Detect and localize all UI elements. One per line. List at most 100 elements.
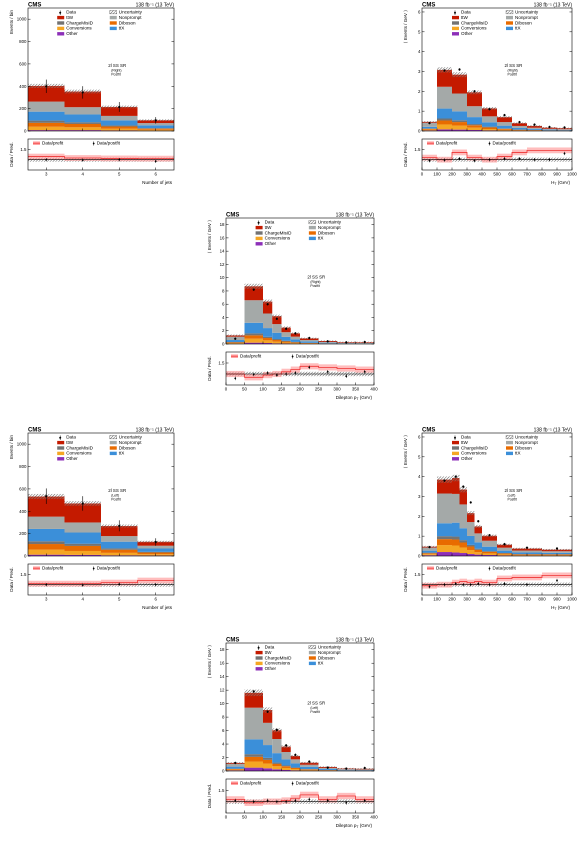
data-point-6 [308, 760, 311, 763]
bar-diboson-0 [422, 128, 437, 130]
bar-chargemisid-1 [244, 333, 263, 336]
y-tick-label-6: 6 [418, 434, 421, 439]
y-tick-label-1: 1 [418, 534, 421, 539]
bar-diboson-3 [272, 340, 282, 342]
bar-conversions-2 [452, 125, 467, 130]
bar-chargemisid-1 [437, 118, 452, 121]
legend-marker-nonprompt [308, 225, 316, 230]
experiment-label: CMS [28, 428, 41, 434]
bar-ttx-1 [244, 739, 263, 755]
x-tick-label-7: 350 [352, 815, 360, 820]
bar-ttx-6 [482, 546, 497, 552]
legend-marker-conversions [255, 661, 263, 666]
region-label: 2l SS SR [505, 63, 523, 68]
bar-nonprompt-5 [290, 336, 300, 340]
bar-other-3 [272, 343, 282, 344]
bar-chargemisid-3 [467, 124, 482, 126]
ratio-y-tick-label-0: 1.5 [414, 572, 421, 577]
legend-marker-chargemisid [452, 446, 459, 450]
x-tick-label-1: 4 [82, 597, 85, 602]
legend-label-ttw: ttW [461, 440, 469, 445]
y-tick-label-0: 0 [222, 769, 225, 774]
ratio-prefit-line [422, 574, 572, 587]
ratio-data-point-1 [81, 584, 84, 586]
legend-label-conversions: Conversions [461, 451, 487, 456]
bar-nonprompt-5 [497, 122, 512, 126]
bar-conversions-0 [226, 343, 245, 344]
ratio-y-axis-label: Data / Pred. [403, 142, 408, 167]
bar-ttw-3 [459, 489, 467, 505]
bar-ttx-7 [527, 128, 542, 130]
ratio-data-point-2 [118, 158, 121, 161]
bar-other-3 [272, 769, 282, 771]
bar-nonprompt-1 [437, 493, 452, 524]
ratio-prefit-line [28, 580, 174, 585]
bar-nonprompt-3 [272, 324, 282, 333]
bar-chargemisid-1 [64, 543, 101, 546]
ratio-y-tick-label-0: 1.5 [20, 572, 27, 577]
bar-ttx-1 [64, 114, 101, 123]
bar-other-2 [452, 552, 460, 556]
y-tick-label-4: 8 [222, 715, 225, 720]
bar-nonprompt-0 [422, 122, 437, 127]
data-point-1 [252, 288, 255, 291]
legend-marker-diboson [109, 21, 117, 25]
main-frame [27, 432, 175, 557]
ratio-data-point-5 [503, 157, 506, 160]
bar-other-1 [244, 342, 263, 344]
uncertainty-band-1 [244, 283, 263, 289]
bar-ttx-3 [137, 125, 174, 129]
ratio-data-point-2 [454, 582, 457, 585]
y-tick-label-3: 6 [222, 302, 225, 307]
bar-chargemisid-2 [452, 536, 460, 540]
bar-other-5 [474, 554, 482, 556]
legend-marker-uncertainty [505, 10, 514, 15]
y-tick-label-1: 2 [222, 328, 225, 333]
legend-label-ttx: ttX [119, 26, 125, 31]
bar-diboson-3 [467, 125, 482, 128]
bar-chargemisid-1 [244, 754, 263, 757]
legend-label-uncertainty: Uncertainty [119, 10, 143, 15]
bar-ttw-2 [263, 710, 273, 723]
y-tick-label-1: 2 [222, 755, 225, 760]
legend-marker-ttw [57, 15, 65, 20]
ratio-frame [27, 563, 175, 596]
uncertainty-band-2 [263, 707, 273, 713]
bar-other-1 [437, 129, 452, 131]
ratio-legend-prefit: Data/prefit [436, 566, 458, 571]
data-point-4 [285, 744, 288, 747]
legend-label-ttw: ttW [66, 15, 74, 20]
data-point-8 [345, 767, 348, 770]
data-point-3 [154, 540, 157, 544]
data-point-0 [45, 495, 48, 498]
legend-label-diboson: Diboson [119, 445, 136, 450]
x-tick-label-2: 5 [118, 172, 121, 177]
uncertainty-band-7 [527, 125, 542, 127]
ratio-data-point-8 [345, 375, 348, 378]
x-tick-label-8: 800 [538, 172, 546, 177]
data-point-3 [462, 485, 465, 488]
legend-marker-ttw [452, 440, 459, 445]
bar-diboson-0 [422, 553, 437, 555]
ratio-prefit-line [28, 156, 174, 160]
ratio-data-point-4 [469, 583, 472, 586]
ratio-legend-prefit: Data/prefit [240, 781, 262, 786]
ratio-data-point-1 [443, 159, 446, 161]
y-tick-label-5: 1000 [17, 17, 27, 22]
bar-chargemisid-5 [290, 767, 300, 768]
experiment-label: CMS [422, 428, 435, 434]
ratio-y-tick-label-0: 1.5 [20, 147, 27, 152]
ratio-data-point-3 [275, 374, 278, 376]
legend-label-ttx: ttX [318, 661, 324, 666]
bar-other-2 [452, 129, 467, 131]
x-axis-label: Dilepton pT (GeV) [336, 823, 373, 829]
data-point-6 [518, 120, 521, 124]
bar-nonprompt-2 [101, 536, 138, 542]
x-axis-label: HT (GeV) [551, 180, 570, 186]
y-tick-label-0: 0 [222, 342, 225, 347]
y-tick-label-0: 0 [24, 554, 27, 559]
uncertainty-band-3 [272, 314, 282, 318]
bar-conversions-2 [263, 763, 273, 769]
ratio-legend-prefit: Data/prefit [240, 354, 262, 359]
region-sublabel-1: Postfit [111, 498, 120, 502]
